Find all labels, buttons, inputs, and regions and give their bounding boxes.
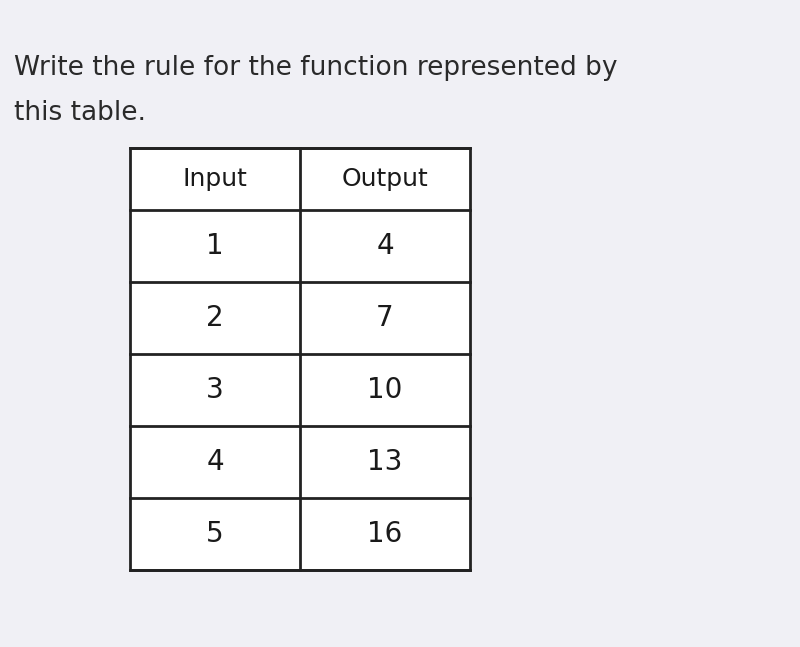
Text: Write the rule for the function represented by: Write the rule for the function represen… xyxy=(14,55,618,81)
Text: Input: Input xyxy=(182,167,247,191)
Text: 4: 4 xyxy=(206,448,224,476)
Text: 2: 2 xyxy=(206,304,224,332)
Text: Output: Output xyxy=(342,167,428,191)
Text: 16: 16 xyxy=(367,520,402,548)
Text: 3: 3 xyxy=(206,376,224,404)
Text: 7: 7 xyxy=(376,304,394,332)
Text: 1: 1 xyxy=(206,232,224,260)
Text: 10: 10 xyxy=(367,376,402,404)
Bar xyxy=(130,148,470,570)
Text: 4: 4 xyxy=(376,232,394,260)
Text: 13: 13 xyxy=(367,448,402,476)
Text: 5: 5 xyxy=(206,520,224,548)
Text: this table.: this table. xyxy=(14,100,146,126)
